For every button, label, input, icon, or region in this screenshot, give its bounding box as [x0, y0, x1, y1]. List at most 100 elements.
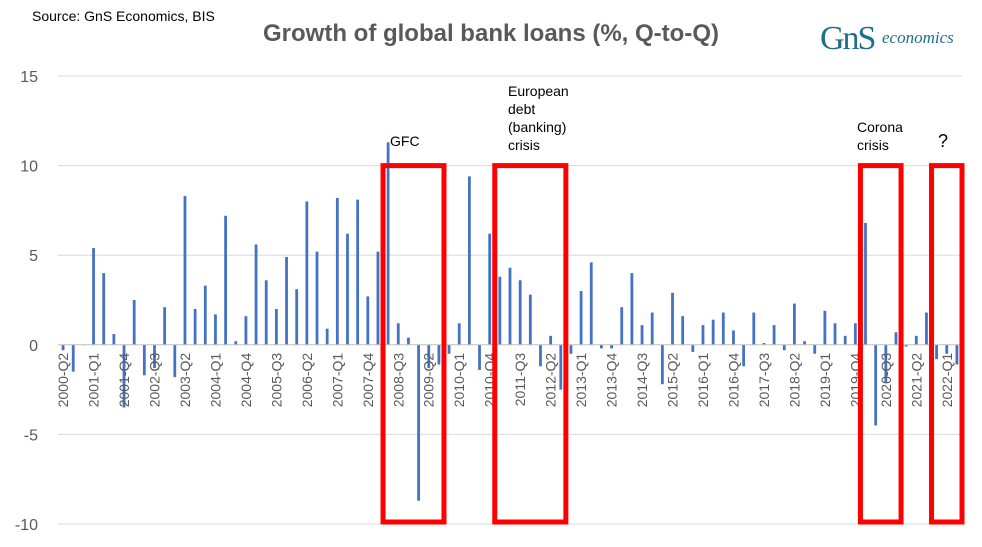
bar — [945, 344, 949, 354]
logo-economics-text: economics — [882, 28, 954, 47]
chart-title: Growth of global bank loans (%, Q-to-Q) — [263, 20, 719, 47]
bar — [335, 197, 339, 345]
bar — [853, 323, 857, 345]
bar — [610, 344, 613, 349]
bar — [214, 314, 217, 345]
bar — [732, 330, 735, 345]
bar — [528, 294, 532, 345]
bar — [244, 316, 248, 345]
bar — [843, 335, 847, 345]
bar — [884, 344, 888, 383]
y-tick-label: 10 — [20, 159, 38, 176]
highlight-box — [492, 163, 569, 525]
y-tick-label: -5 — [24, 427, 38, 444]
bar — [92, 248, 95, 345]
logo-gns-text: GnS — [820, 20, 876, 57]
bar — [163, 307, 167, 345]
bar — [132, 300, 136, 345]
x-tick-label: 2019-Q1 — [817, 353, 833, 408]
x-tick-label: 2008-Q3 — [390, 353, 406, 408]
bar — [437, 344, 441, 365]
bar — [752, 312, 756, 345]
bar — [925, 312, 928, 345]
x-tick-label: 2014-Q3 — [634, 353, 650, 408]
x-tick-label: 2018-Q2 — [786, 353, 802, 408]
bar — [742, 344, 746, 367]
bar — [112, 334, 116, 345]
y-tick-label: -10 — [15, 517, 38, 534]
bar — [264, 280, 268, 345]
bar — [193, 308, 197, 345]
x-tick-label: 2017-Q3 — [756, 353, 772, 408]
bar — [660, 344, 664, 385]
bar — [427, 344, 431, 369]
bar — [721, 312, 725, 345]
annotation-corona-line: crisis — [857, 137, 889, 153]
bar — [914, 335, 918, 345]
bar — [935, 344, 939, 360]
bar — [620, 307, 624, 345]
x-tick-label: 2007-Q1 — [329, 353, 345, 408]
bar — [447, 344, 451, 354]
annotation-gfc: GFC — [390, 133, 420, 149]
bar — [640, 325, 644, 345]
bar — [285, 256, 288, 345]
bar — [325, 328, 329, 345]
annotation-corona: Corona crisis — [857, 118, 903, 154]
bar — [762, 343, 766, 345]
bar — [467, 176, 471, 345]
bar — [650, 312, 654, 345]
x-tick-label: 2020-Q3 — [878, 353, 894, 408]
highlight-box — [929, 163, 965, 525]
x-tick-label: 2004-Q4 — [238, 353, 254, 408]
x-tick-label: 2011-Q3 — [512, 353, 528, 407]
bar — [813, 344, 817, 354]
x-tick-label: 2016-Q4 — [725, 353, 741, 408]
bar — [224, 215, 227, 345]
bar — [376, 251, 380, 345]
bar — [61, 344, 65, 351]
bar — [478, 344, 481, 370]
bar — [559, 344, 563, 390]
bar — [366, 296, 370, 345]
x-tick-label: 2016-Q1 — [695, 353, 711, 408]
bar — [904, 344, 908, 347]
x-tick-label: 2010-Q1 — [451, 353, 467, 408]
bar — [539, 344, 542, 367]
bar — [71, 344, 75, 372]
bar — [305, 201, 309, 345]
bar — [671, 292, 674, 345]
bar — [122, 344, 126, 408]
bar — [254, 244, 258, 345]
x-tick-label: 2012-Q2 — [543, 353, 559, 408]
bar — [498, 276, 502, 345]
bar — [864, 222, 867, 345]
annotation-european-line: European — [508, 83, 569, 99]
annotation-european-line: (banking) — [508, 119, 567, 135]
bar — [782, 344, 786, 351]
highlight-box — [857, 163, 904, 525]
x-tick-label: 2021-Q2 — [908, 353, 924, 408]
x-tick-label: 2013-Q4 — [604, 353, 620, 408]
y-tick-label: 15 — [20, 69, 38, 86]
bar — [386, 142, 390, 345]
annotation-european-line: crisis — [508, 137, 540, 153]
bar — [549, 335, 553, 345]
bar — [518, 280, 522, 345]
bar — [701, 325, 705, 345]
annotation-european-line: debt — [508, 101, 536, 117]
bar — [142, 344, 146, 376]
bar — [711, 319, 715, 345]
bar — [803, 341, 806, 345]
bar — [407, 337, 410, 345]
bar — [315, 251, 319, 345]
x-tick-label: 2006-Q2 — [299, 353, 315, 408]
bar — [488, 233, 492, 345]
bar — [457, 323, 461, 345]
bar — [793, 303, 796, 345]
bar — [833, 323, 837, 345]
bar — [396, 323, 400, 345]
bar — [589, 262, 593, 345]
bar — [295, 289, 299, 345]
